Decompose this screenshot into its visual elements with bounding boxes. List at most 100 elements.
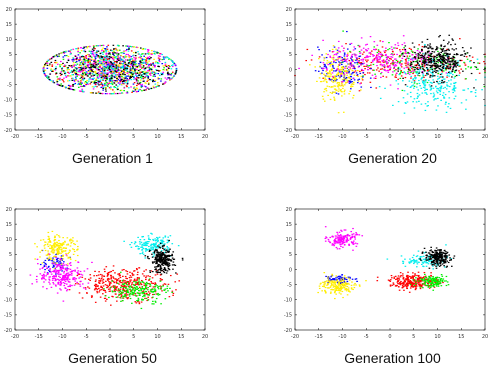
scatter-point [102,89,104,90]
scatter-point [338,47,340,48]
scatter-point [57,64,59,65]
scatter-point [119,72,121,73]
scatter-point [358,58,360,59]
scatter-point [76,57,78,58]
scatter-point [436,67,438,68]
scatter-point [119,84,121,85]
scatter-point [168,73,170,74]
scatter-point [148,241,150,242]
scatter-point [50,70,52,71]
scatter-point [141,87,143,88]
scatter-point [347,58,349,59]
scatter-point [452,69,454,70]
scatter-point [115,84,117,85]
scatter-point [120,291,122,292]
scatter-point [53,248,55,249]
scatter-point [426,89,428,90]
scatter-point [340,85,342,86]
scatter-point [127,65,129,66]
scatter-point [133,83,135,84]
scatter-point [73,69,75,70]
scatter-point [143,59,145,60]
scatter-point [53,250,55,251]
scatter-point [52,280,54,281]
scatter-point [151,291,153,292]
scatter-point [92,73,94,74]
scatter-point [120,301,122,302]
scatter-point [55,68,57,69]
scatter-point [150,65,152,66]
scatter-point [77,246,79,247]
scatter-point [102,280,104,281]
scatter-point [51,246,53,247]
scatter-point [170,275,172,276]
scatter-point [375,58,377,59]
scatter-point [325,66,327,67]
scatter-point [110,71,112,72]
scatter-point [338,72,340,73]
scatter-point [158,288,160,289]
scatter-point [124,295,126,296]
scatter-point [156,70,158,71]
scatter-point [324,78,326,79]
scatter-point [456,63,458,64]
scatter-point [333,59,335,60]
scatter-point [140,247,142,248]
scatter-point [414,52,416,53]
scatter-point [320,73,322,74]
scatter-point [421,55,423,56]
scatter-point [405,53,407,54]
scatter-point [108,83,110,84]
scatter-point [48,282,50,283]
scatter-point [338,41,340,42]
scatter-point [95,64,97,65]
scatter-point [443,82,445,83]
scatter-point [117,290,119,291]
scatter-point [450,44,452,45]
scatter-point [51,71,53,72]
scatter-point [385,70,387,71]
scatter-point [83,67,85,68]
y-tick-label: -10 [284,98,292,104]
scatter-point [59,270,61,271]
scatter-point [117,58,119,59]
scatter-point [88,59,90,60]
scatter-point [51,274,53,275]
scatter-point [170,235,172,236]
scatter-point [99,62,101,63]
scatter-point [433,82,435,83]
scatter-point [392,74,394,75]
scatter-point [359,83,361,84]
scatter-point [144,69,146,70]
scatter-point [337,82,339,83]
scatter-point [424,57,426,58]
scatter-point [105,67,107,68]
scatter-point [152,261,154,262]
scatter-point [52,282,54,283]
scatter-point [105,266,107,267]
scatter-point [136,47,138,48]
scatter-point [349,83,351,84]
scatter-point [162,248,164,249]
scatter-point [415,67,417,68]
scatter-point [377,54,379,55]
scatter-point [454,65,456,66]
scatter-point [82,80,84,81]
scatter-point [52,70,54,71]
scatter-point [155,80,157,81]
scatter-point [114,80,116,81]
scatter-point [70,75,72,76]
scatter-point [56,73,58,74]
scatter-point [365,60,367,61]
scatter-point [68,56,70,57]
scatter-point [459,72,461,73]
scatter-point [91,75,93,76]
scatter-point [99,61,101,62]
scatter-point [403,97,405,98]
scatter-point [142,59,144,60]
scatter-point [124,296,126,297]
scatter-point [81,77,83,78]
scatter-point [430,72,432,73]
scatter-point [452,92,454,93]
scatter-point [131,287,133,288]
